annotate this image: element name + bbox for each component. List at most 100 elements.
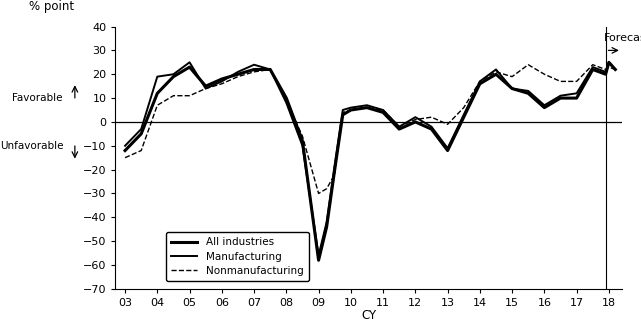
Nonmanufacturing: [428, 115, 435, 119]
Manufacturing: [250, 63, 258, 67]
Nonmanufacturing: [347, 108, 354, 112]
Nonmanufacturing: [186, 94, 194, 98]
All industries: [412, 120, 419, 124]
All industries: [540, 106, 548, 110]
Line: Manufacturing: Manufacturing: [125, 62, 615, 255]
All industries: [589, 67, 597, 71]
Manufacturing: [524, 89, 532, 93]
All industries: [444, 148, 451, 152]
All industries: [315, 258, 322, 262]
X-axis label: CY: CY: [361, 309, 376, 322]
Nonmanufacturing: [412, 118, 419, 122]
All industries: [476, 82, 484, 86]
All industries: [234, 72, 242, 76]
Text: Unfavorable: Unfavorable: [0, 141, 63, 151]
Manufacturing: [508, 87, 516, 91]
All industries: [612, 67, 619, 71]
Nonmanufacturing: [460, 106, 467, 110]
All industries: [299, 139, 306, 143]
Manufacturing: [121, 144, 129, 148]
Nonmanufacturing: [137, 148, 145, 152]
Nonmanufacturing: [234, 75, 242, 79]
Nonmanufacturing: [540, 72, 548, 76]
All industries: [428, 127, 435, 131]
Manufacturing: [492, 67, 500, 71]
Legend: All industries, Manufacturing, Nonmanufacturing: All industries, Manufacturing, Nonmanufa…: [166, 232, 309, 281]
Nonmanufacturing: [602, 67, 610, 71]
Nonmanufacturing: [323, 187, 331, 191]
Nonmanufacturing: [556, 79, 564, 83]
Line: All industries: All industries: [125, 62, 615, 260]
Nonmanufacturing: [395, 125, 403, 129]
Manufacturing: [234, 70, 242, 74]
Nonmanufacturing: [612, 67, 619, 71]
Text: % point: % point: [29, 0, 74, 13]
All industries: [363, 106, 370, 110]
All industries: [202, 84, 210, 88]
Manufacturing: [170, 72, 178, 76]
Nonmanufacturing: [524, 63, 532, 67]
Manufacturing: [602, 70, 610, 74]
Manufacturing: [153, 75, 161, 79]
Manufacturing: [299, 144, 306, 148]
All industries: [250, 67, 258, 71]
Nonmanufacturing: [170, 94, 178, 98]
Nonmanufacturing: [339, 111, 347, 115]
Nonmanufacturing: [508, 75, 516, 79]
Manufacturing: [573, 91, 581, 95]
Nonmanufacturing: [315, 192, 322, 196]
Nonmanufacturing: [589, 63, 597, 67]
Nonmanufacturing: [267, 67, 274, 71]
Manufacturing: [323, 220, 331, 224]
Nonmanufacturing: [363, 106, 370, 110]
Manufacturing: [267, 67, 274, 71]
Manufacturing: [605, 60, 613, 64]
All industries: [339, 113, 347, 117]
Manufacturing: [476, 79, 484, 83]
All industries: [379, 111, 387, 115]
Nonmanufacturing: [492, 70, 500, 74]
Manufacturing: [283, 101, 290, 105]
All industries: [347, 108, 354, 112]
All industries: [153, 91, 161, 95]
Text: Forecast: Forecast: [604, 33, 641, 43]
Nonmanufacturing: [283, 99, 290, 103]
Manufacturing: [540, 103, 548, 107]
All industries: [556, 96, 564, 100]
Nonmanufacturing: [331, 172, 338, 176]
Manufacturing: [315, 253, 322, 257]
All industries: [186, 65, 194, 69]
Nonmanufacturing: [250, 70, 258, 74]
Nonmanufacturing: [379, 108, 387, 112]
Manufacturing: [347, 106, 354, 110]
Manufacturing: [612, 67, 619, 71]
Manufacturing: [444, 146, 451, 150]
Manufacturing: [556, 94, 564, 98]
All industries: [218, 77, 226, 81]
Manufacturing: [331, 163, 338, 167]
All industries: [323, 225, 331, 229]
All industries: [524, 91, 532, 95]
Nonmanufacturing: [121, 156, 129, 160]
Nonmanufacturing: [218, 82, 226, 86]
Nonmanufacturing: [476, 79, 484, 83]
Manufacturing: [589, 65, 597, 69]
All industries: [395, 127, 403, 131]
All industries: [331, 168, 338, 172]
All industries: [121, 148, 129, 152]
Nonmanufacturing: [573, 79, 581, 83]
Nonmanufacturing: [605, 65, 613, 69]
Line: Nonmanufacturing: Nonmanufacturing: [125, 65, 615, 194]
All industries: [460, 115, 467, 119]
Manufacturing: [202, 87, 210, 91]
All industries: [573, 96, 581, 100]
Nonmanufacturing: [153, 103, 161, 107]
Nonmanufacturing: [444, 122, 451, 126]
Nonmanufacturing: [299, 134, 306, 138]
Nonmanufacturing: [202, 87, 210, 91]
All industries: [602, 72, 610, 76]
Manufacturing: [395, 125, 403, 129]
All industries: [137, 132, 145, 136]
All industries: [492, 72, 500, 76]
Manufacturing: [412, 115, 419, 119]
